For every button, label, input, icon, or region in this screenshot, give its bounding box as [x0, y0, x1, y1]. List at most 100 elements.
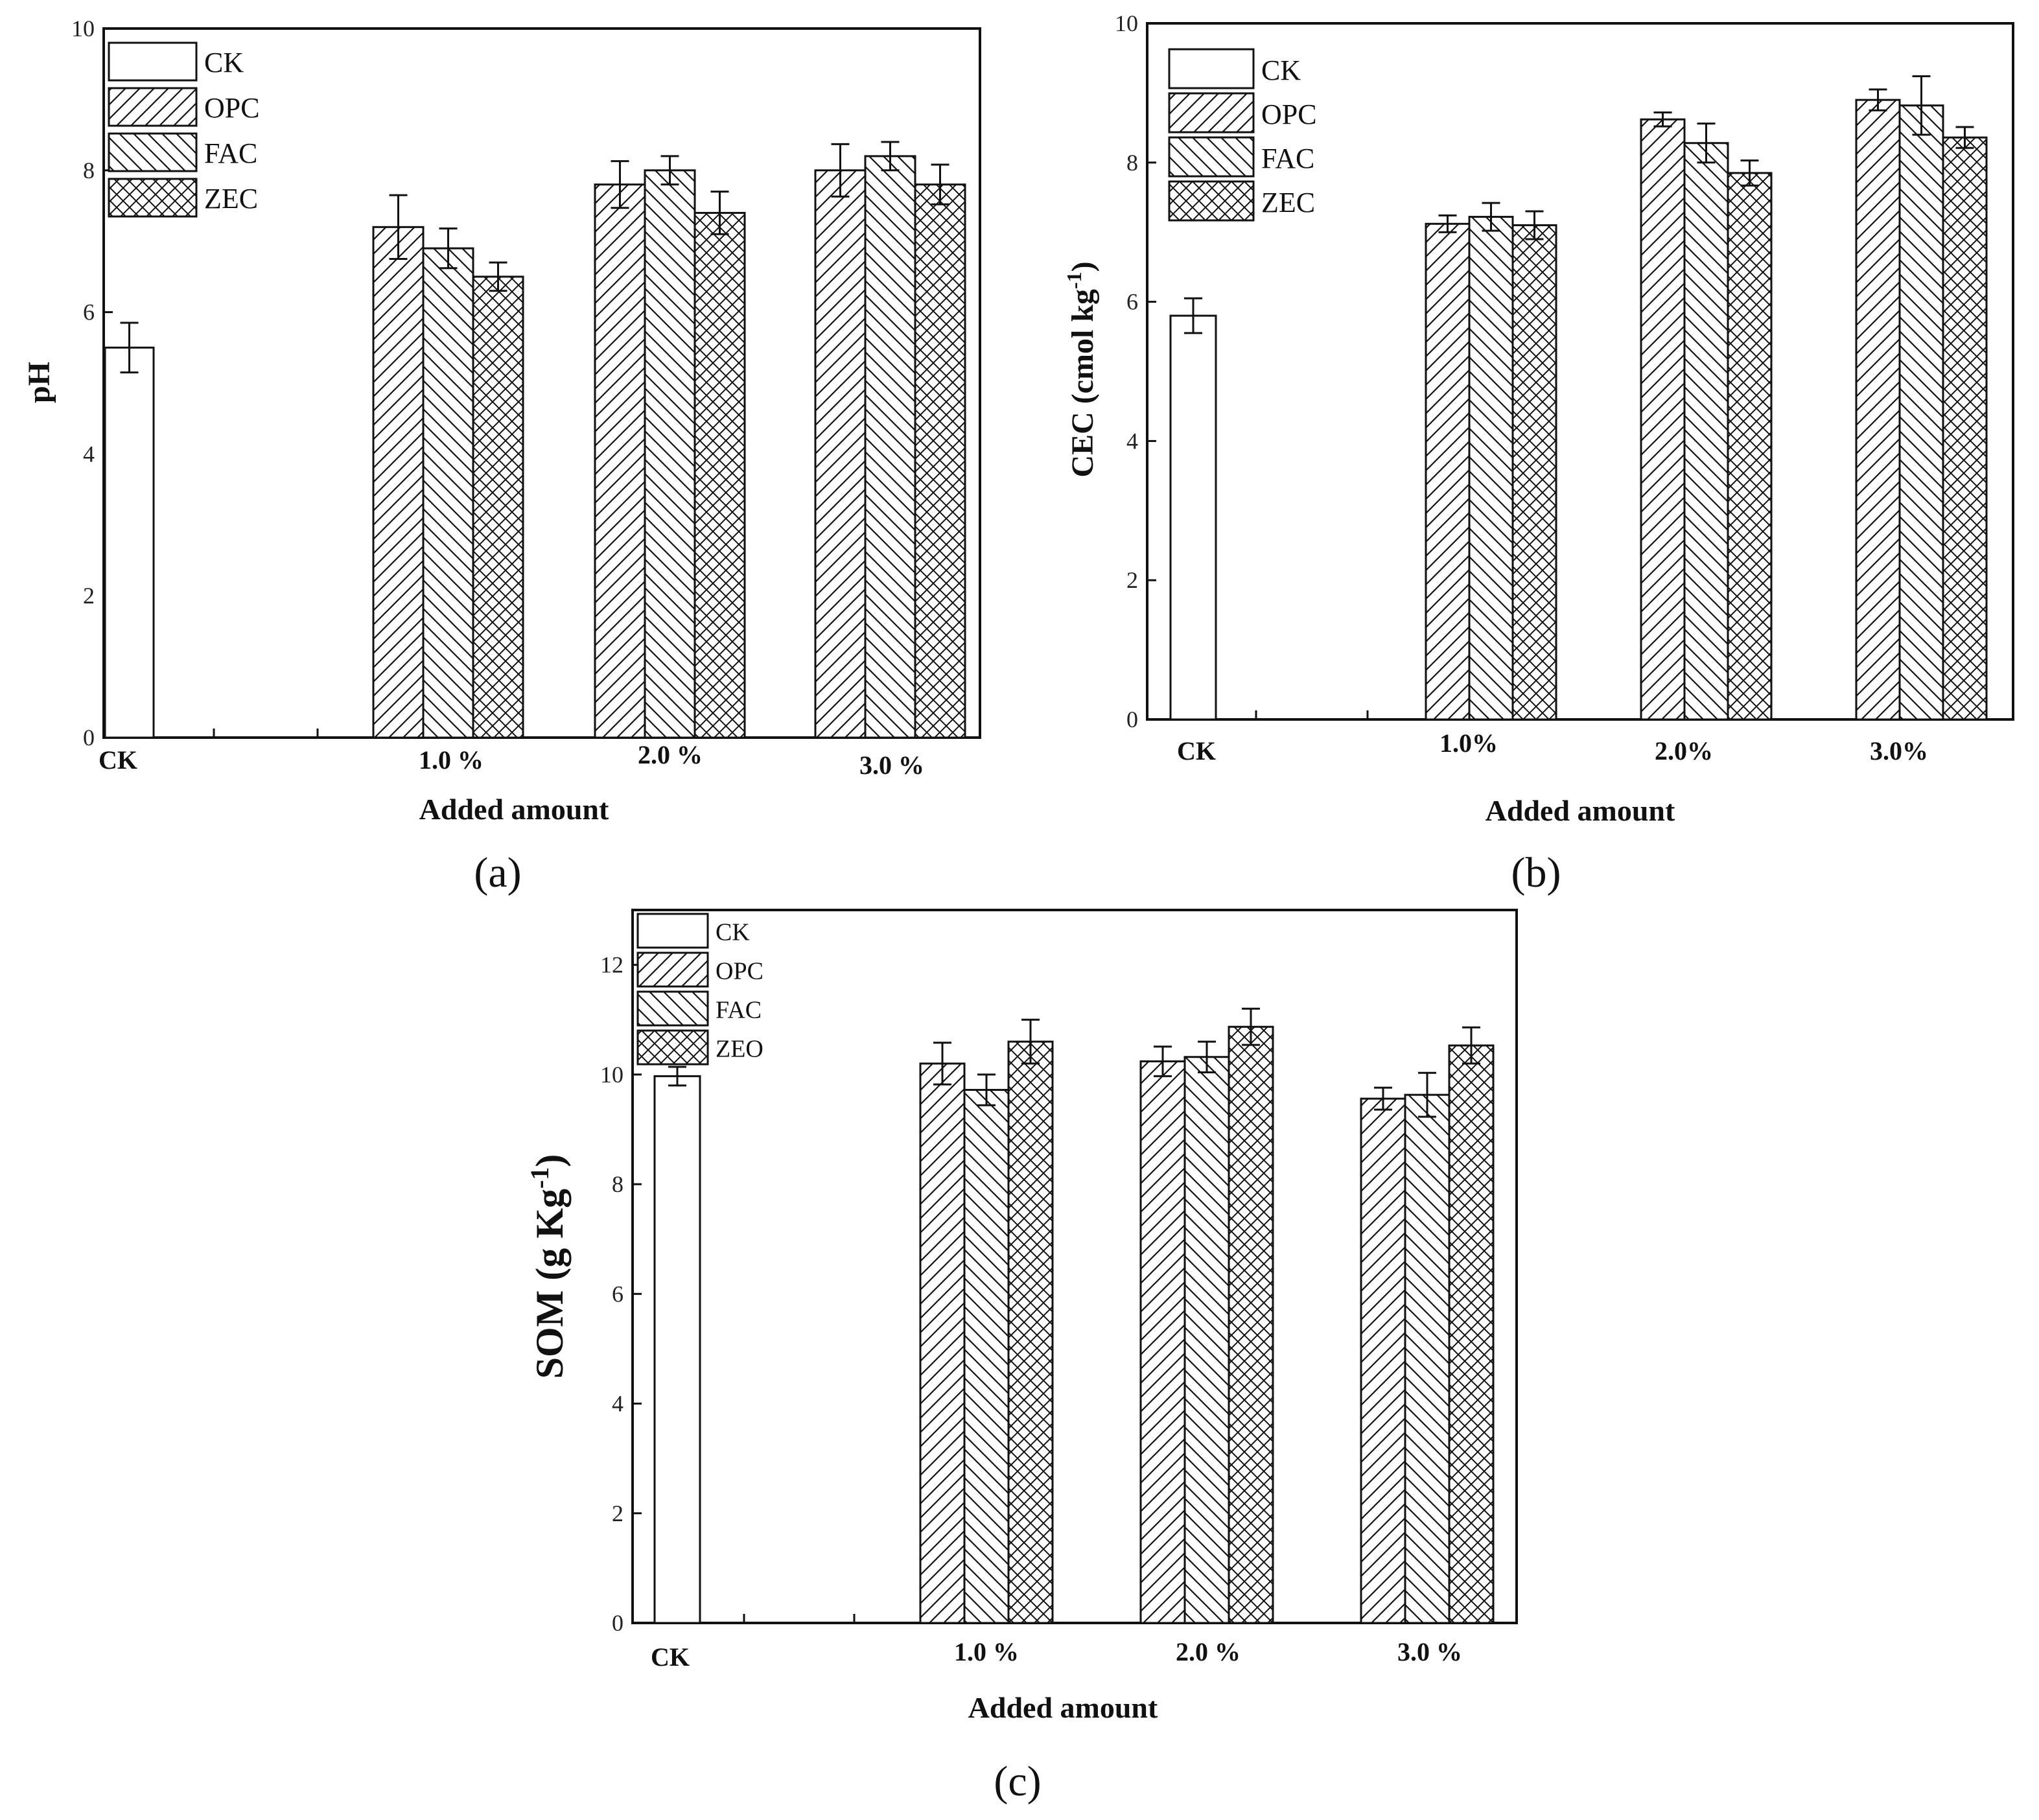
error-bar	[1242, 1007, 1260, 1046]
y-tick-label: 10	[600, 1062, 623, 1088]
bar-fac-2	[1183, 1056, 1230, 1624]
x-tick-label: 1.0%	[1439, 729, 1498, 758]
error-bar	[1438, 214, 1457, 233]
x-tick-label: 2.0 %	[638, 740, 703, 769]
legend: CK OPC FAC ZEC	[108, 41, 260, 218]
y-axis: 0 2 4 6 8 10 12 CK 1.0 % 2.0 % 3.0 %	[600, 952, 1462, 1672]
x-tick-label: CK	[99, 745, 137, 775]
error-bar	[611, 160, 629, 209]
legend-swatch	[636, 913, 709, 949]
y-axis-title: SOM (g Kg-1)	[525, 1154, 572, 1379]
legend-swatch	[108, 41, 198, 82]
bar-fac-3	[864, 155, 916, 739]
error-bar	[1740, 159, 1759, 187]
legend-label: OPC	[716, 958, 763, 985]
error-bar	[1154, 1045, 1172, 1077]
x-tick-label: 1.0 %	[419, 745, 484, 775]
bar-fac-3	[1898, 104, 1944, 721]
error-bar	[120, 321, 139, 374]
bar-zec-1	[1511, 224, 1557, 721]
x-tick-label: CK	[651, 1642, 690, 1672]
error-bar	[710, 191, 729, 235]
legend-item: ZEC	[108, 178, 258, 218]
y-tick-label: 10	[1115, 10, 1138, 36]
legend-label: CK	[716, 919, 750, 946]
bar-opc-2	[1640, 118, 1686, 721]
error-bar	[389, 194, 408, 261]
y-tick-label: 2	[83, 583, 95, 609]
error-bar	[933, 1042, 951, 1086]
y-axis: 0 2 4 6 8 10 CK 1.0 % 2.0 % 3.0 %	[71, 16, 924, 780]
chart-panel-c: 0 2 4 6 8 10 12 CK 1.0 % 2.0 % 3.0 % CK OPC FAC ZEO S…	[525, 909, 1518, 1805]
legend-swatch	[1168, 92, 1255, 134]
x-axis-title: Added amount	[1486, 794, 1675, 827]
y-tick-label: 0	[612, 1610, 623, 1636]
plot-frame	[631, 909, 1518, 1624]
error-bar	[1021, 1018, 1040, 1065]
legend: CK OPC FAC ZEC	[1168, 48, 1317, 222]
bar-opc-1	[1425, 222, 1471, 721]
error-bar	[439, 228, 458, 270]
bar-zec-2	[693, 211, 746, 739]
legend-swatch	[108, 87, 198, 127]
legend-label: FAC	[716, 997, 762, 1024]
legend-label: OPC	[204, 92, 260, 124]
x-tick-label: 2.0%	[1655, 736, 1713, 765]
error-bar	[1653, 111, 1672, 128]
legend-swatch	[636, 990, 709, 1027]
x-axis-title: Added amount	[968, 1691, 1158, 1724]
error-bar	[668, 1066, 686, 1087]
bar-zec-3	[914, 183, 966, 739]
plot-frame	[1146, 22, 2014, 721]
legend-item: CK	[1168, 48, 1301, 89]
legend-label: CK	[1261, 54, 1301, 86]
error-bar	[489, 261, 507, 292]
y-tick-label: 8	[83, 158, 95, 183]
bar-group	[653, 1007, 1495, 1624]
legend-swatch	[108, 178, 198, 218]
legend-label: ZEO	[716, 1036, 763, 1063]
legend-item: ZEC	[1168, 180, 1315, 222]
legend-swatch	[636, 951, 709, 988]
y-tick-label: 6	[1126, 289, 1138, 315]
bar-fac-1	[963, 1089, 1010, 1624]
bar-opc-1	[372, 226, 425, 739]
x-tick-label: 1.0 %	[954, 1637, 1019, 1666]
bar-zeo-3	[1448, 1044, 1495, 1624]
legend-item: FAC	[108, 132, 257, 172]
x-axis-title: Added amount	[419, 793, 609, 826]
legend-item: FAC	[1168, 136, 1314, 178]
bar-fac-1	[1468, 216, 1514, 721]
bar-opc-3	[1855, 99, 1901, 721]
plot-frame	[102, 27, 981, 739]
bar-opc-1	[919, 1062, 966, 1624]
y-tick-label: 0	[1126, 706, 1138, 732]
y-tick-label: 10	[71, 16, 95, 41]
legend-swatch	[636, 1029, 709, 1066]
error-bar	[1912, 75, 1931, 136]
y-tick-label: 2	[1126, 567, 1138, 593]
panel-label: (a)	[474, 849, 521, 896]
legend-item: CK	[108, 41, 244, 82]
bar-group	[1169, 75, 1988, 721]
legend: CK OPC FAC ZEO	[636, 913, 763, 1066]
bar-fac-2	[1683, 142, 1729, 721]
y-tick-label: 0	[83, 725, 95, 751]
bar-zeo-2	[1228, 1025, 1274, 1624]
error-bar	[977, 1073, 996, 1106]
y-tick-label: 12	[600, 952, 623, 978]
legend-swatch	[1168, 136, 1255, 178]
bar-zec-3	[1942, 136, 1988, 721]
y-axis-title: pH	[22, 362, 56, 403]
y-axis-title: CEC (cmol kg-1)	[1062, 261, 1100, 477]
y-tick-label: 4	[612, 1391, 623, 1417]
legend-item: FAC	[636, 990, 762, 1027]
legend-swatch	[1168, 180, 1255, 222]
bar-zec-1	[472, 275, 524, 739]
x-tick-label: CK	[1177, 736, 1216, 765]
error-bar	[1525, 210, 1544, 240]
error-bar	[1462, 1026, 1480, 1065]
y-tick-label: 6	[83, 299, 95, 325]
legend-swatch	[108, 132, 198, 172]
